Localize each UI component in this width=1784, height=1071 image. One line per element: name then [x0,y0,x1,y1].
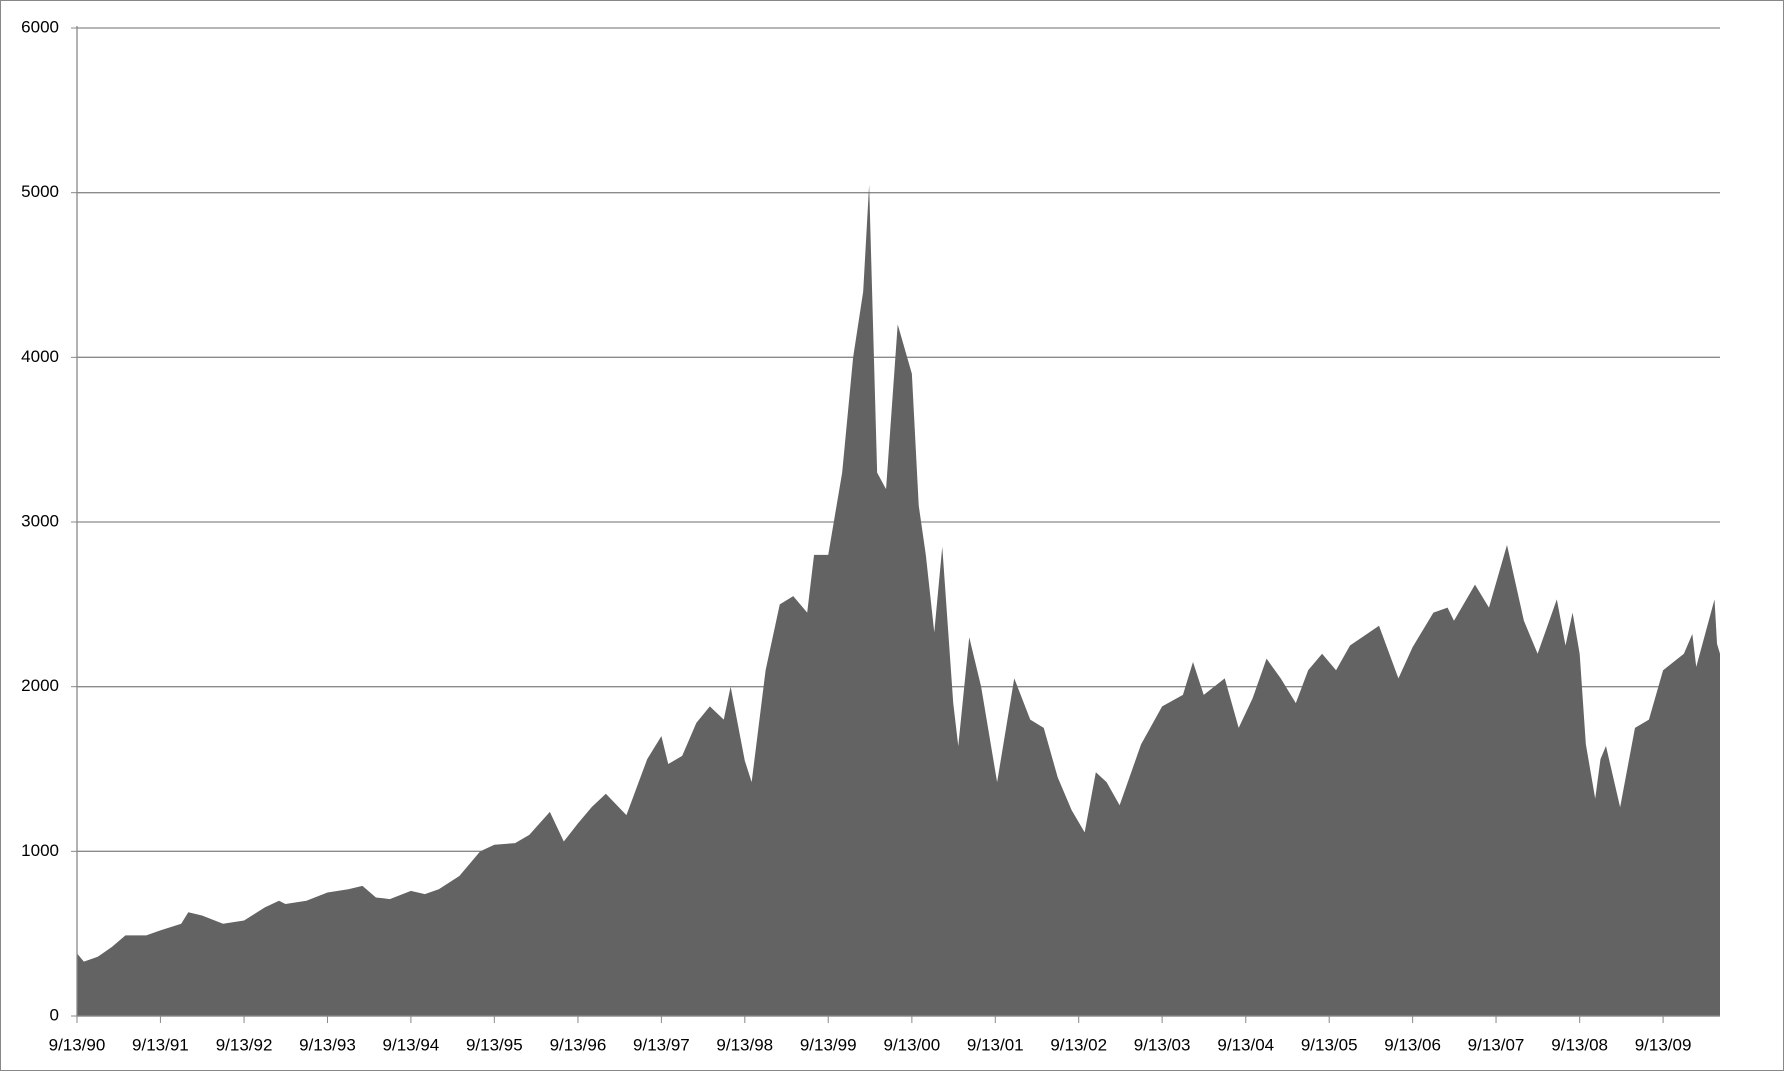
x-tick-label: 9/13/91 [132,1035,189,1054]
y-tick-label: 6000 [21,17,59,36]
x-tick-label: 9/13/00 [884,1035,941,1054]
x-tick-label: 9/13/01 [967,1035,1024,1054]
x-tick-label: 9/13/97 [633,1035,690,1054]
x-tick-label: 9/13/07 [1468,1035,1525,1054]
y-tick-label: 1000 [21,841,59,860]
area [77,184,1720,1016]
x-tick-label: 9/13/09 [1635,1035,1692,1054]
x-tick-label: 9/13/05 [1301,1035,1358,1054]
x-tick-label: 9/13/06 [1384,1035,1441,1054]
x-tick-label: 9/13/08 [1551,1035,1608,1054]
x-tick-label: 9/13/95 [466,1035,523,1054]
x-tick-label: 9/13/98 [716,1035,773,1054]
x-tick-label: 9/13/99 [800,1035,857,1054]
x-tick-label: 9/13/94 [383,1035,440,1054]
x-tick-label: 9/13/90 [49,1035,106,1054]
x-tick-label: 9/13/93 [299,1035,356,1054]
x-tick-label: 9/13/92 [216,1035,273,1054]
x-tick-label: 9/13/96 [550,1035,607,1054]
y-tick-label: 3000 [21,511,59,530]
y-tick-label: 5000 [21,182,59,201]
x-tick-label: 9/13/03 [1134,1035,1191,1054]
x-tick-label: 9/13/02 [1050,1035,1107,1054]
y-tick-label: 0 [50,1005,59,1024]
y-tick-label: 2000 [21,676,59,695]
x-tick-label: 9/13/04 [1217,1035,1274,1054]
y-tick-label: 4000 [21,347,59,366]
